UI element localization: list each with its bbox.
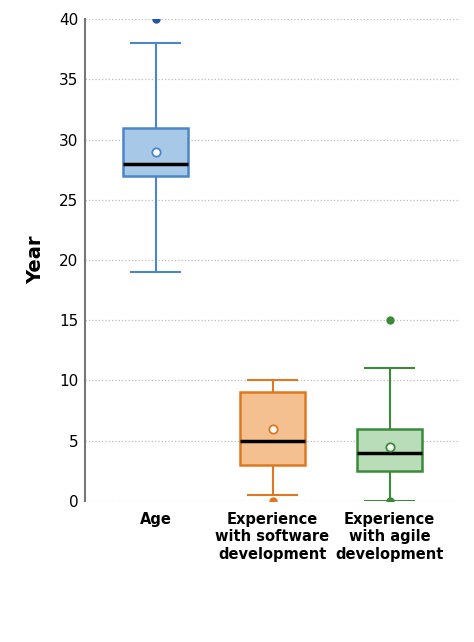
Y-axis label: Year: Year (26, 236, 45, 284)
Bar (240, 392, 305, 465)
Bar (357, 429, 422, 471)
Bar (123, 128, 188, 176)
